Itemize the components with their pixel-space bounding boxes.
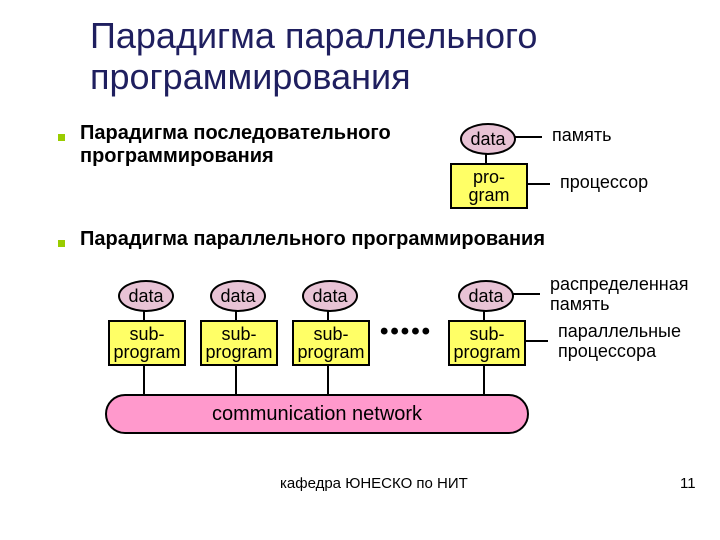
par-data-ellipse: data [118, 280, 174, 312]
bullet-icon [58, 134, 65, 141]
bullet1-text: Парадигма последовательного программиров… [80, 122, 450, 168]
par-connector [483, 310, 485, 320]
par-sub-box: sub- program [108, 320, 186, 366]
par-data-ellipse: data [302, 280, 358, 312]
seq-proc-label: процессор [560, 173, 648, 193]
par-comm-connector [143, 364, 145, 394]
par-proc-connector [524, 340, 548, 342]
seq-mem-label: память [552, 126, 612, 146]
par-data-ellipse: data [210, 280, 266, 312]
par-connector [327, 310, 329, 320]
slide-title: Парадигма параллельного программирования [90, 15, 720, 98]
seq-program-box: pro- gram [450, 163, 528, 209]
par-connector [235, 310, 237, 320]
par-connector [143, 310, 145, 320]
seq-data-ellipse: data [460, 123, 516, 155]
slide-number: 11 [680, 475, 696, 492]
seq-data-program-connector [485, 153, 487, 163]
par-comm-connector [235, 364, 237, 394]
par-sub-box: sub- program [448, 320, 526, 366]
par-comm-connector [483, 364, 485, 394]
par-dist-mem-label: распределенная память [550, 275, 688, 315]
par-comm-connector [327, 364, 329, 394]
par-proc-label: параллельные процессора [558, 322, 681, 362]
par-sub-box: sub- program [200, 320, 278, 366]
bullet-icon [58, 240, 65, 247]
comm-network-box: communication network [105, 394, 529, 434]
footer-text: кафедра ЮНЕСКО по НИТ [280, 475, 468, 492]
ellipsis-dots: ••••• [380, 318, 432, 346]
par-data-ellipse: data [458, 280, 514, 312]
bullet2-text: Парадигма параллельного программирования [80, 228, 545, 251]
seq-mem-connector [514, 136, 542, 138]
seq-proc-connector [526, 183, 550, 185]
par-mem-connector [512, 293, 540, 295]
par-sub-box: sub- program [292, 320, 370, 366]
